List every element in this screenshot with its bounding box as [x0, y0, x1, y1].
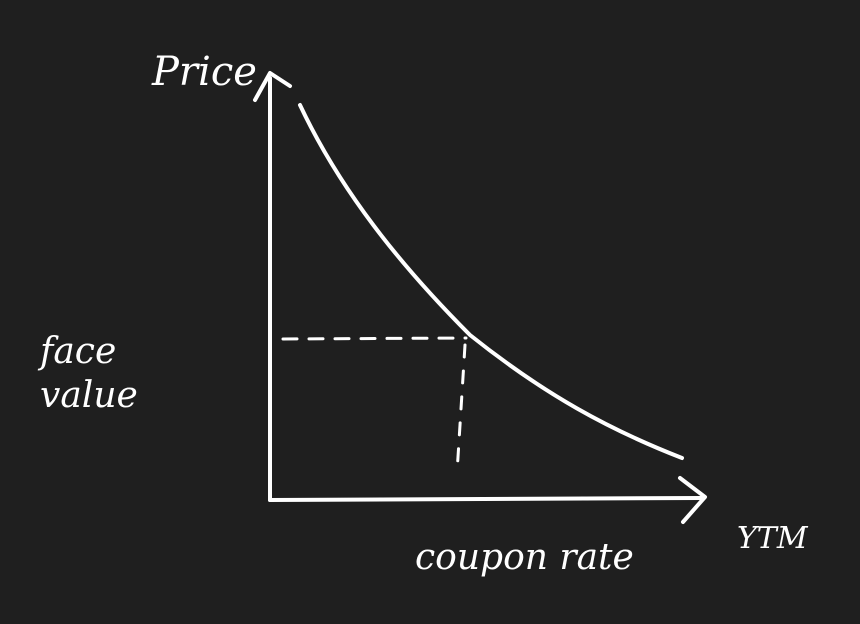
x-axis-arrowhead	[678, 476, 707, 524]
coupon-rate-label: coupon rate	[415, 537, 634, 578]
x-axis-label: YTM	[737, 521, 808, 556]
x-axis	[268, 496, 704, 502]
y-axis-label: Price	[152, 49, 257, 95]
face-value-guide	[281, 336, 468, 341]
price-yield-curve	[298, 103, 684, 460]
y-axis-arrowhead	[253, 71, 292, 102]
coupon-rate-guide	[455, 343, 467, 475]
face-value-label: face value	[40, 331, 138, 416]
